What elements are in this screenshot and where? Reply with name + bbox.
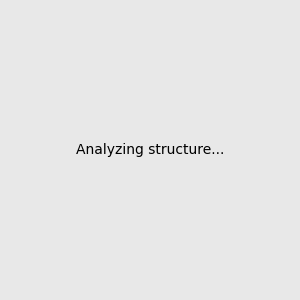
Text: Analyzing structure...: Analyzing structure... <box>76 143 224 157</box>
